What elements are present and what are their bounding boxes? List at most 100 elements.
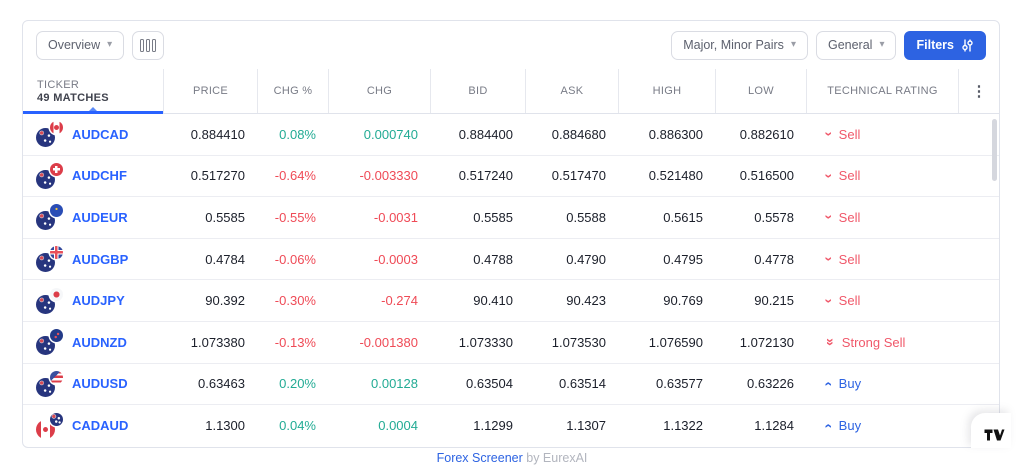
price-cell: 0.884410: [190, 126, 245, 142]
rating-label: Sell: [838, 293, 861, 309]
ticker-link[interactable]: AUDCAD: [72, 126, 129, 142]
technical-rating-cell: Sell: [806, 280, 958, 321]
table-body: AUDCAD 0.884410 0.08% 0.000740 0.884400 …: [23, 114, 999, 447]
column-header-technical-rating[interactable]: TECHNICAL RATING: [806, 69, 958, 113]
currency-pair-flags: [36, 246, 63, 273]
table-row[interactable]: AUDJPY 90.392 -0.30% -0.274 90.410 90.42…: [23, 280, 999, 322]
quote-currency-flag-icon: [50, 204, 63, 218]
table-row[interactable]: AUDGBP 0.4784 -0.06% -0.0003 0.4788 0.47…: [23, 239, 999, 281]
ticker-link[interactable]: AUDNZD: [72, 334, 127, 350]
quote-currency-flag-icon: [50, 162, 63, 176]
pairs-filter-label: Major, Minor Pairs: [683, 38, 784, 52]
price-cell: 0.63463: [198, 376, 245, 392]
columns-settings-button[interactable]: [132, 30, 165, 60]
chg-pct-cell: -0.30%: [274, 293, 316, 309]
technical-rating-cell: Sell: [806, 156, 958, 197]
table-row[interactable]: CADAUD 1.1300 0.04% 0.0004 1.1299 1.1307…: [23, 405, 999, 447]
table-row[interactable]: AUDCHF 0.517270 -0.64% -0.003330 0.51724…: [23, 156, 999, 198]
currency-pair-flags: [36, 162, 63, 189]
rating-label: Sell: [838, 168, 861, 184]
column-header-ask[interactable]: ASK: [525, 69, 618, 113]
column-header-price[interactable]: PRICE: [163, 69, 257, 113]
sliders-icon: [962, 39, 973, 51]
ticker-link[interactable]: AUDGBP: [72, 251, 129, 267]
chg-cell: 0.000740: [363, 126, 418, 142]
chg-cell: -0.274: [381, 293, 418, 309]
low-cell: 0.516500: [739, 168, 794, 184]
technical-rating-cell: Buy: [806, 364, 958, 405]
bid-cell: 0.63504: [466, 376, 513, 392]
columns-icon: [152, 38, 157, 52]
table-row[interactable]: AUDCAD 0.884410 0.08% 0.000740 0.884400 …: [23, 114, 999, 156]
column-header-bid[interactable]: BID: [430, 69, 525, 113]
quote-currency-flag-icon: [50, 329, 63, 343]
price-cell: 0.4784: [205, 251, 245, 267]
table-header-row: TICKER 49 MATCHES PRICE CHG % CHG BID AS…: [23, 69, 999, 114]
technical-rating-cell: Strong Sell: [806, 322, 958, 363]
bid-cell: 0.4788: [473, 251, 513, 267]
tradingview-logo-badge[interactable]: [971, 413, 1011, 448]
ticker-link[interactable]: AUDUSD: [72, 376, 128, 392]
trend-icon: [822, 424, 836, 429]
base-currency-flag-icon: [36, 211, 55, 231]
pairs-filter-dropdown[interactable]: Major, Minor Pairs ▾: [671, 30, 808, 60]
chg-cell: 0.0004: [378, 418, 418, 434]
trend-icon: [822, 382, 836, 387]
caret-down-icon: ▾: [790, 39, 796, 50]
trend-icon: [822, 174, 836, 179]
rating-label: Sell: [838, 209, 861, 225]
high-cell: 1.1322: [663, 418, 703, 434]
chg-pct-cell: 0.08%: [279, 126, 316, 142]
high-cell: 0.4795: [663, 251, 703, 267]
chg-pct-cell: 0.20%: [279, 376, 316, 392]
general-dropdown[interactable]: General ▾: [815, 30, 897, 60]
chg-pct-cell: 0.04%: [279, 418, 316, 434]
technical-rating-cell: Buy: [806, 405, 958, 447]
filters-button[interactable]: Filters: [904, 30, 986, 60]
currency-pair-flags: [36, 412, 63, 439]
overview-dropdown[interactable]: Overview ▾: [36, 30, 125, 60]
low-cell: 1.072130: [739, 334, 794, 350]
ticker-link[interactable]: AUDCHF: [72, 168, 127, 184]
chg-cell: 0.00128: [371, 376, 418, 392]
vertical-scrollbar-thumb[interactable]: [992, 119, 997, 181]
active-column-notch-icon: [89, 107, 97, 111]
ask-cell: 1.073530: [551, 334, 606, 350]
ticker-link[interactable]: CADAUD: [72, 418, 129, 434]
column-header-ticker[interactable]: TICKER 49 MATCHES: [23, 69, 163, 114]
base-currency-flag-icon: [36, 377, 55, 397]
table-row[interactable]: AUDNZD 1.073380 -0.13% -0.001380 1.07333…: [23, 322, 999, 364]
rating-label: Sell: [838, 251, 861, 267]
quote-currency-flag-icon: [50, 121, 63, 135]
forex-screener-link[interactable]: Forex Screener: [436, 451, 523, 465]
column-header-chg-pct[interactable]: CHG %: [257, 69, 328, 113]
overview-dropdown-label: Overview: [48, 38, 101, 52]
ask-cell: 0.5588: [566, 209, 606, 225]
base-currency-flag-icon: [36, 336, 55, 356]
technical-rating-cell: Sell: [806, 239, 958, 280]
bid-cell: 0.517240: [458, 168, 513, 184]
column-header-chg[interactable]: CHG: [328, 69, 430, 113]
price-cell: 90.392: [205, 293, 245, 309]
quote-currency-flag-icon: [50, 412, 63, 426]
column-menu-kebab-icon[interactable]: ⋮: [958, 69, 999, 113]
chg-pct-cell: -0.06%: [274, 251, 316, 267]
table-row[interactable]: AUDEUR 0.5585 -0.55% -0.0031 0.5585 0.55…: [23, 197, 999, 239]
general-dropdown-label: General: [827, 38, 873, 52]
column-header-low[interactable]: LOW: [715, 69, 806, 113]
currency-pair-flags: [36, 121, 63, 148]
quote-currency-flag-icon: [50, 246, 63, 260]
trend-icon: [822, 132, 836, 137]
ask-cell: 0.63514: [559, 376, 606, 392]
ticker-link[interactable]: AUDJPY: [72, 293, 125, 309]
trend-icon: [822, 257, 836, 262]
columns-icon: [146, 38, 151, 52]
ticker-link[interactable]: AUDEUR: [72, 209, 128, 225]
byline-text: by EurexAI: [526, 451, 588, 465]
quote-currency-flag-icon: [50, 370, 63, 384]
bid-cell: 1.1299: [473, 418, 513, 434]
rating-label: Strong Sell: [841, 334, 906, 350]
filters-button-label: Filters: [916, 38, 954, 52]
table-row[interactable]: AUDUSD 0.63463 0.20% 0.00128 0.63504 0.6…: [23, 364, 999, 406]
column-header-high[interactable]: HIGH: [618, 69, 715, 113]
